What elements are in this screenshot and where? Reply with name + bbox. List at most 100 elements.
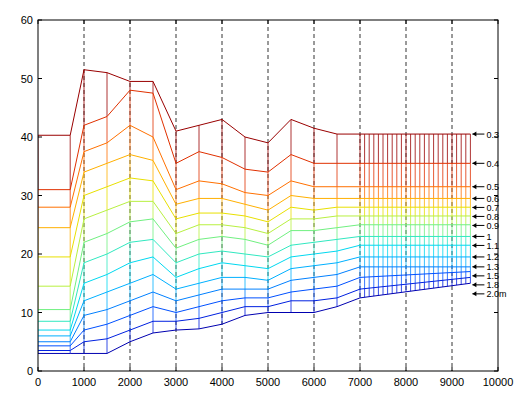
mesh-line [438, 225, 439, 237]
axes-frame [38, 20, 498, 371]
mesh-line [337, 134, 338, 163]
mesh-line [373, 207, 374, 216]
mesh-line [419, 187, 420, 199]
tick [452, 20, 453, 24]
mesh-line [415, 274, 416, 283]
mesh-line [153, 137, 154, 160]
mesh-line [456, 245, 457, 257]
mesh-line [153, 93, 154, 137]
label-arrow-head [472, 132, 476, 137]
tick [176, 367, 177, 371]
mesh-line [433, 198, 434, 207]
mesh-line [378, 267, 379, 277]
mesh-line [314, 254, 315, 266]
mesh-line [153, 219, 154, 239]
mesh-line [378, 216, 379, 225]
label-arrow-head [472, 264, 476, 269]
mesh-line [369, 267, 370, 277]
tick [130, 367, 131, 371]
mesh-line [153, 292, 154, 307]
mesh-line [433, 281, 434, 288]
mesh-line [383, 163, 384, 186]
mesh-line [369, 163, 370, 186]
mesh-line [245, 277, 246, 289]
mesh-line [291, 301, 292, 313]
mesh-line [415, 283, 416, 290]
mesh-line [406, 187, 407, 199]
mesh-line [337, 298, 338, 307]
mesh-line [465, 198, 466, 207]
mesh-line [419, 207, 420, 216]
mesh-line [415, 216, 416, 225]
mesh-line [222, 263, 223, 278]
mesh-line [442, 207, 443, 216]
mesh-line [442, 267, 443, 273]
tick [314, 20, 315, 24]
series-label: 2.0m [486, 289, 506, 299]
series-line [38, 155, 470, 228]
mesh-line [461, 267, 462, 272]
mesh-line [406, 275, 407, 284]
mesh-line [383, 225, 384, 237]
mesh-line [438, 267, 439, 273]
mesh-line [470, 245, 471, 257]
tick [498, 20, 499, 24]
mesh-line [461, 278, 462, 284]
grid-line [176, 20, 177, 371]
mesh-line [456, 207, 457, 216]
mesh-line [245, 307, 246, 316]
mesh-line [337, 163, 338, 186]
tick [494, 20, 498, 21]
mesh-line [401, 187, 402, 199]
mesh-line [130, 178, 131, 201]
mesh-line [401, 134, 402, 163]
mesh-line [447, 187, 448, 199]
mesh-line [415, 207, 416, 216]
mesh-line [176, 313, 177, 322]
mesh-line [396, 257, 397, 267]
mesh-line [392, 286, 393, 294]
mesh-line [314, 219, 315, 231]
mesh-line [176, 163, 177, 189]
mesh-line [456, 216, 457, 225]
mesh-line [268, 245, 269, 257]
mesh-line [410, 163, 411, 186]
mesh-line [373, 163, 374, 186]
mesh-line [401, 198, 402, 207]
mesh-line [153, 160, 154, 180]
mesh-line [291, 245, 292, 257]
mesh-line [429, 225, 430, 237]
mesh-line [392, 257, 393, 267]
mesh-line [442, 163, 443, 186]
mesh-line [470, 207, 471, 216]
mesh-line [392, 276, 393, 286]
mesh-line [84, 70, 85, 126]
x-tick-label: 5000 [256, 376, 280, 388]
mesh-line [419, 283, 420, 290]
mesh-line [461, 245, 462, 257]
mesh-line [70, 257, 71, 286]
x-tick-label: 9000 [440, 376, 464, 388]
mesh-line [222, 225, 223, 237]
mesh-line [392, 207, 393, 216]
mesh-line [199, 239, 200, 254]
y-tick-label: 60 [21, 14, 33, 26]
series-label: 0.9 [486, 221, 499, 231]
mesh-line [387, 225, 388, 237]
mesh-line [199, 254, 200, 269]
mesh-line [378, 276, 379, 287]
mesh-line [470, 257, 471, 267]
grid-line [222, 20, 223, 371]
mesh-line [245, 254, 246, 266]
mesh-line [406, 267, 407, 275]
mesh-line [415, 225, 416, 237]
mesh-line [387, 198, 388, 207]
tick [494, 371, 498, 372]
mesh-line [424, 282, 425, 289]
mesh-line [107, 254, 108, 274]
mesh-line [364, 163, 365, 186]
mesh-line [387, 236, 388, 245]
mesh-line [465, 278, 466, 284]
mesh-line [465, 216, 466, 225]
tick [222, 367, 223, 371]
